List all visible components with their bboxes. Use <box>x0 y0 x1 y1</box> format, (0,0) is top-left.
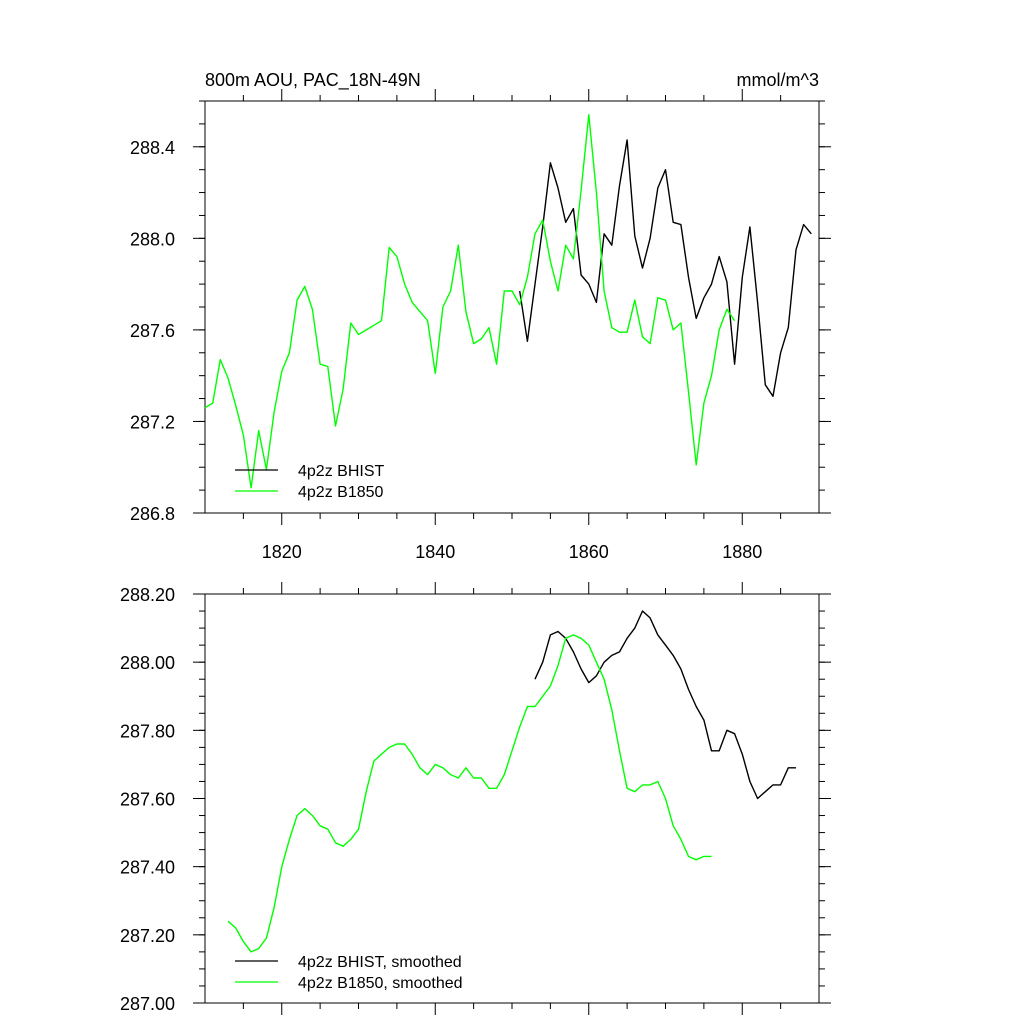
top-ytick-label: 286.8 <box>130 504 175 524</box>
top-xtick-label: 1880 <box>722 542 762 562</box>
top-ytick-label: 287.2 <box>130 412 175 432</box>
top-series <box>204 113 812 489</box>
legend-label-bhist: 4p2z BHIST <box>298 463 384 480</box>
bottom-ytick-label: 287.80 <box>120 721 175 741</box>
top-plot-frame <box>204 100 820 514</box>
bottom-ytick-label: 288.00 <box>120 653 175 673</box>
bottom-legend: 4p2z BHIST, smoothed 4p2z B1850, smoothe… <box>235 954 463 992</box>
bottom-ytick-label: 287.20 <box>120 926 175 946</box>
bottom-series <box>227 610 796 953</box>
top-legend: 4p2z BHIST 4p2z B1850 <box>235 463 384 501</box>
top-chart: 286.8 287.2 287.6 288.0 288.4 1820 1840 1860 188… <box>130 70 831 562</box>
top-ticks <box>193 89 831 525</box>
top-xtick-label: 1840 <box>415 542 455 562</box>
top-tick-labels: 286.8 287.2 287.6 288.0 288.4 1820 1840 1860 188… <box>130 138 762 562</box>
bottom-ytick-label: 287.00 <box>120 994 175 1014</box>
top-chart-units: mmol/m^3 <box>737 70 819 90</box>
legend-label-b1850-smoothed: 4p2z B1850, smoothed <box>298 975 463 992</box>
top-ytick-label: 287.6 <box>130 321 175 341</box>
series-line-4p2z-b1850-smoothed <box>227 634 712 953</box>
top-xtick-label: 1820 <box>262 542 302 562</box>
bottom-ytick-label: 287.60 <box>120 790 175 810</box>
bottom-tick-labels: 287.00 287.20 287.40 287.60 287.80 288.00 288.… <box>120 585 175 1014</box>
bottom-ytick-label: 288.20 <box>120 585 175 605</box>
bottom-ticks <box>193 582 831 1015</box>
bottom-ytick-label: 287.40 <box>120 858 175 878</box>
bottom-plot-frame <box>204 593 820 1004</box>
top-ytick-label: 288.0 <box>130 229 175 249</box>
legend-label-bhist-smoothed: 4p2z BHIST, smoothed <box>298 954 462 971</box>
top-xtick-label: 1860 <box>569 542 609 562</box>
bottom-chart: 287.00 287.20 287.40 287.60 287.80 288.00 288.… <box>120 582 831 1015</box>
series-line-4p2z-bhist-smoothed <box>534 610 796 800</box>
top-ytick-label: 288.4 <box>130 138 175 158</box>
legend-label-b1850: 4p2z B1850 <box>298 484 384 501</box>
series-line-4p2z-b1850 <box>204 113 736 489</box>
series-line-4p2z-bhist <box>519 139 812 397</box>
top-chart-title: 800m AOU, PAC_18N-49N <box>205 70 421 91</box>
